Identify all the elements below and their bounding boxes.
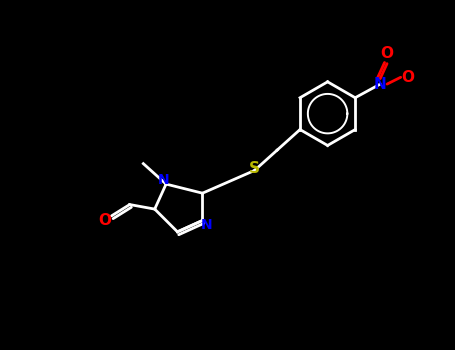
Text: N: N (374, 77, 387, 92)
Text: O: O (380, 46, 394, 61)
Text: N: N (201, 218, 213, 232)
Text: N: N (158, 173, 170, 187)
Text: S: S (249, 161, 260, 176)
Text: O: O (401, 70, 414, 85)
Text: O: O (98, 213, 111, 228)
